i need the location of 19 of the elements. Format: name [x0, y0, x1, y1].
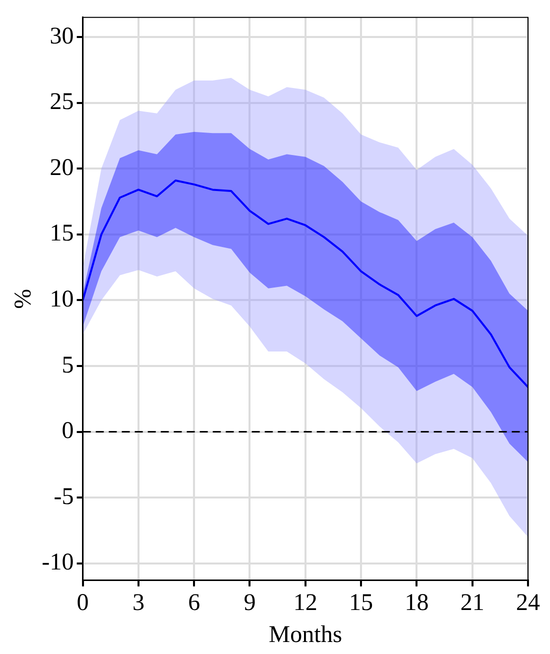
y-tick-label: -10	[42, 550, 74, 576]
x-tick-label: 24	[516, 590, 540, 616]
x-tick-label: 21	[460, 590, 484, 616]
y-tick-label: -5	[54, 484, 74, 510]
x-tick-label: 9	[244, 590, 256, 616]
y-tick-label: 25	[50, 89, 74, 116]
y-tick-label: 15	[50, 220, 74, 247]
y-tick-label: 10	[50, 286, 74, 313]
x-tick-label: 18	[404, 590, 429, 616]
x-axis-title: Months	[268, 622, 342, 648]
y-tick-label: 5	[62, 352, 74, 378]
x-tick-label: 6	[188, 590, 200, 616]
x-tick-label: 12	[293, 590, 318, 616]
y-tick-label: 30	[50, 23, 74, 50]
y-tick-label: 0	[62, 418, 74, 444]
y-tick-label: 20	[50, 154, 74, 181]
x-tick-label: 3	[132, 590, 144, 616]
x-tick-label: 15	[349, 590, 374, 616]
y-axis-title: %	[10, 288, 37, 309]
